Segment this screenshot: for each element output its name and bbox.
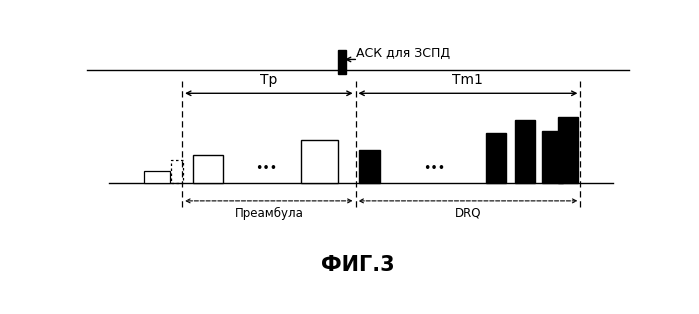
Bar (193, 155, 223, 183)
Text: ФИГ.3: ФИГ.3 (322, 255, 395, 275)
Text: •••: ••• (255, 162, 278, 175)
Text: Тр: Тр (260, 73, 278, 87)
Bar (144, 171, 170, 183)
Text: Тm1: Тm1 (452, 73, 484, 87)
Text: DRQ: DRQ (454, 207, 481, 220)
Bar (514, 120, 535, 183)
Bar (486, 133, 506, 183)
Bar (558, 117, 578, 183)
Bar (338, 50, 345, 74)
Text: Преамбула: Преамбула (234, 207, 303, 220)
Bar (171, 160, 183, 183)
Bar (359, 150, 380, 183)
Text: АСК для ЗСПД: АСК для ЗСПД (356, 47, 449, 60)
Bar (301, 140, 338, 183)
Text: •••: ••• (423, 162, 445, 175)
Bar (542, 131, 563, 183)
